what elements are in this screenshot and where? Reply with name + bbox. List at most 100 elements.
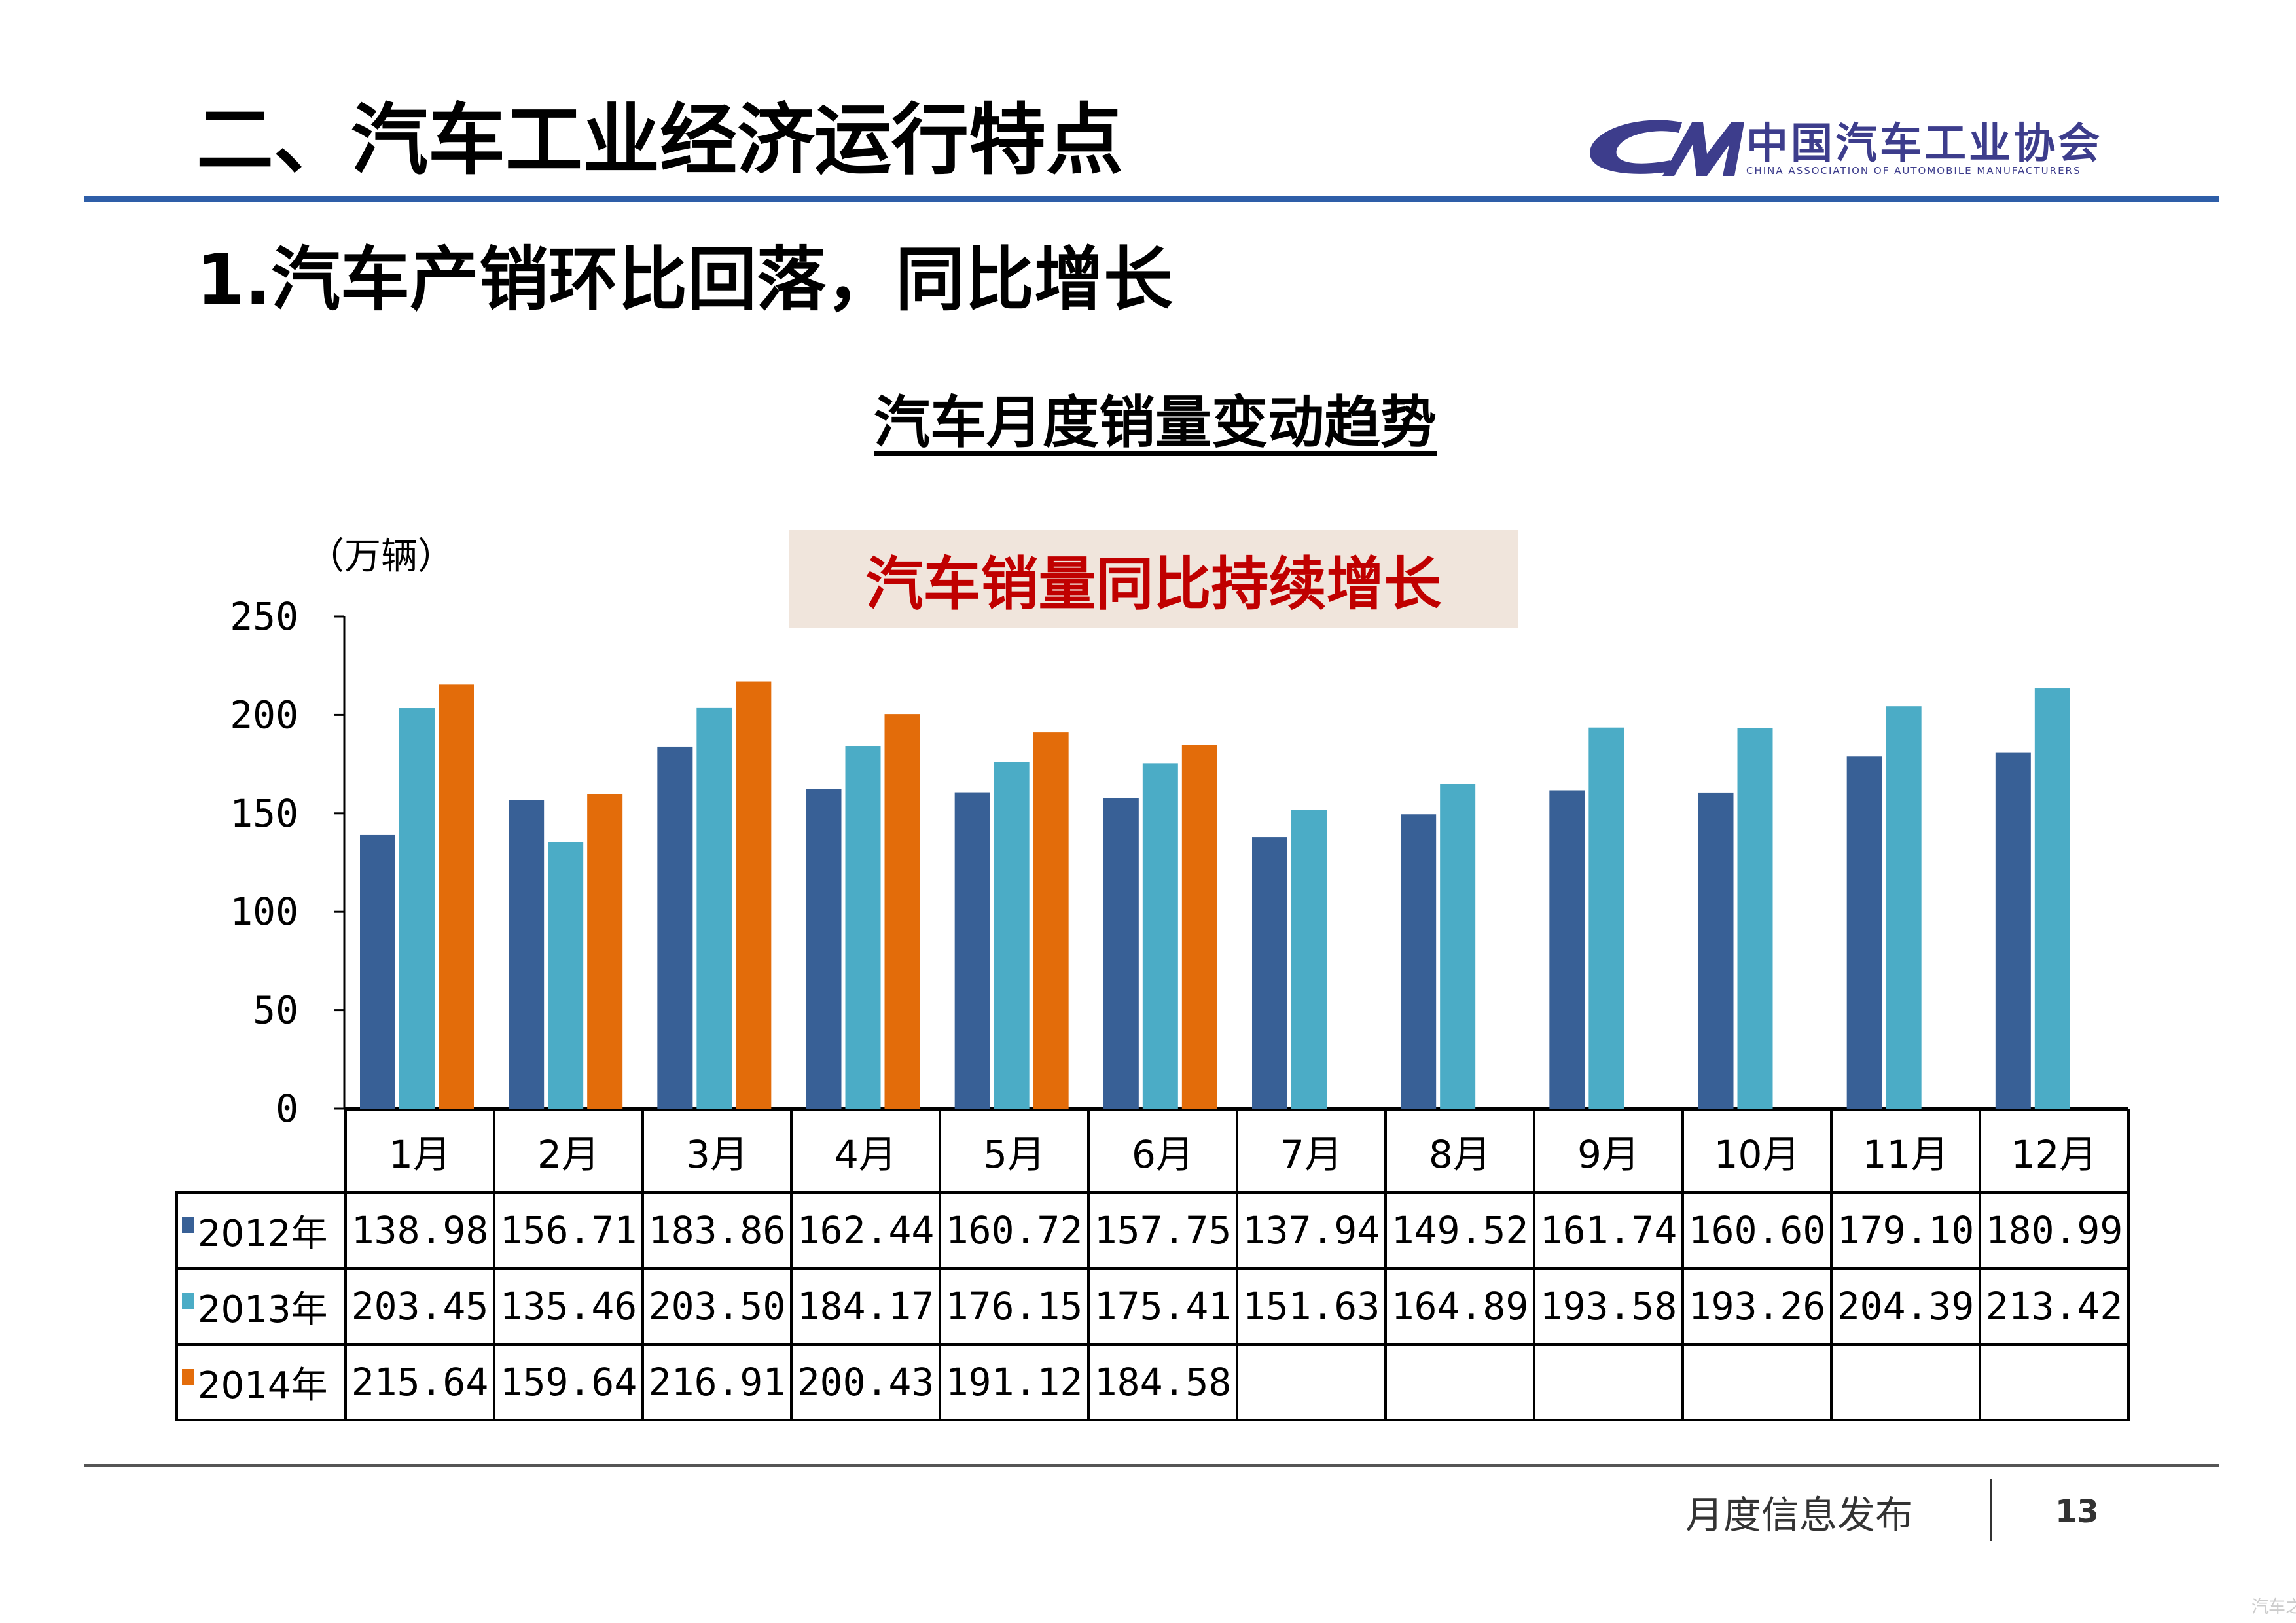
data-label: 216.91 <box>641 1343 793 1421</box>
bar-2012年-12月 <box>1995 752 2031 1109</box>
data-label: 137.94 <box>1236 1191 1387 1270</box>
bar-2012年-5月 <box>954 792 990 1109</box>
bar-2012年-3月 <box>657 746 693 1109</box>
data-label: 135.46 <box>493 1267 644 1346</box>
data-label: 159.64 <box>493 1343 644 1421</box>
legend-swatch <box>182 1368 194 1385</box>
data-label: 160.72 <box>939 1191 1090 1270</box>
watermark: 汽车之家 <box>2251 1597 2296 1617</box>
bar-2012年-1月 <box>360 834 395 1109</box>
legend-entry: 2012年 <box>175 1191 347 1270</box>
y-tick-label: 150 <box>230 791 298 836</box>
bar-2013年-3月 <box>696 707 732 1109</box>
data-label: 184.58 <box>1087 1343 1238 1421</box>
bar-2013年-10月 <box>1737 728 1773 1109</box>
data-label <box>1236 1343 1387 1421</box>
series-name: 2014年 <box>198 1364 328 1407</box>
table-row: 2014年 215.64 159.64 216.91 200.43 191.12 184.5… <box>175 1343 2130 1421</box>
page-number: 13 <box>2055 1493 2099 1530</box>
data-label: 213.42 <box>1979 1267 2130 1346</box>
data-label: 203.50 <box>641 1267 793 1346</box>
x-tick-label: 11月 <box>1830 1109 1981 1194</box>
logo-text-en: CHINA ASSOCIATION OF AUTOMOBILE MANUFACT… <box>1746 165 2081 177</box>
bar-2013年-1月 <box>399 708 435 1109</box>
bar-2013年-8月 <box>1440 784 1476 1109</box>
page-subtitle: 1.汽车产销环比回落，同比增长 <box>196 240 1174 320</box>
data-label: 160.60 <box>1681 1191 1833 1270</box>
bar-2012年-10月 <box>1698 792 1734 1109</box>
bar-2013年-12月 <box>2034 688 2070 1109</box>
bar-2013年-5月 <box>994 762 1030 1109</box>
y-tick-label: 200 <box>230 692 298 737</box>
bar-2012年-7月 <box>1252 837 1287 1109</box>
bar-2013年-4月 <box>845 746 881 1109</box>
series-name: 2013年 <box>198 1288 328 1331</box>
data-label: 183.86 <box>641 1191 793 1270</box>
x-tick-label: 1月 <box>344 1109 495 1194</box>
x-tick-label: 12月 <box>1979 1109 2130 1194</box>
bar-2014年-4月 <box>884 714 920 1109</box>
y-axis-unit-label: （万辆） <box>308 535 454 578</box>
bar-2013年-9月 <box>1588 727 1624 1109</box>
data-table: 1月 2月 3月 4月 5月 6月 7月 8月 9月 10月 11月 12月 2012年 138.98 15… <box>175 1109 2130 1421</box>
data-label: 161.74 <box>1533 1191 1684 1270</box>
data-label <box>1979 1343 2130 1421</box>
section-title: 二、汽车工业经济运行特点 <box>196 95 1124 185</box>
title-rule <box>84 196 2219 202</box>
data-label: 162.44 <box>790 1191 941 1270</box>
data-label: 138.98 <box>344 1191 495 1270</box>
data-label: 180.99 <box>1979 1191 2130 1270</box>
x-tick-label: 5月 <box>939 1109 1090 1194</box>
data-label: 157.75 <box>1087 1191 1238 1270</box>
series-name: 2012年 <box>198 1212 328 1255</box>
data-label: 193.58 <box>1533 1267 1684 1346</box>
data-label: 200.43 <box>790 1343 941 1421</box>
bar-2013年-7月 <box>1291 810 1327 1109</box>
footer-text: 月度信息发布 <box>1685 1493 1914 1537</box>
x-tick-label: 3月 <box>641 1109 793 1194</box>
x-tick-label: 6月 <box>1087 1109 1238 1194</box>
bar-2013年-6月 <box>1142 763 1178 1109</box>
legend-entry: 2013年 <box>175 1267 347 1346</box>
y-tick-label: 50 <box>253 988 298 1033</box>
bar-2014年-6月 <box>1181 745 1217 1109</box>
bar-2014年-3月 <box>736 681 772 1109</box>
bar-2014年-5月 <box>1033 732 1069 1109</box>
x-tick-label: 8月 <box>1384 1109 1535 1194</box>
x-tick-label: 10月 <box>1681 1109 1833 1194</box>
table-corner <box>177 1110 347 1194</box>
data-label <box>1384 1343 1535 1421</box>
footer-separator <box>1990 1479 1992 1541</box>
logo-text-cn: 中国汽车工业协会 <box>1746 120 2102 168</box>
y-tick-label: 100 <box>230 889 298 934</box>
data-label <box>1533 1343 1684 1421</box>
data-label <box>1681 1343 1833 1421</box>
table-row: 2012年 138.98 156.71 183.86 162.44 160.72 157.7… <box>175 1191 2130 1270</box>
data-label: 175.41 <box>1087 1267 1238 1346</box>
footer-rule <box>84 1464 2219 1467</box>
chart-title: 汽车月度销量变动趋势 <box>874 390 1437 455</box>
x-tick-label: 9月 <box>1533 1109 1684 1194</box>
data-label: 179.10 <box>1830 1191 1981 1270</box>
data-label: 149.52 <box>1384 1191 1535 1270</box>
data-label: 204.39 <box>1830 1267 1981 1346</box>
data-label: 176.15 <box>939 1267 1090 1346</box>
bar-2014年-2月 <box>587 794 623 1109</box>
bar-2012年-11月 <box>1846 756 1882 1109</box>
bar-2014年-1月 <box>439 684 474 1109</box>
bar-2012年-9月 <box>1549 790 1585 1109</box>
data-label: 203.45 <box>344 1267 495 1346</box>
legend-swatch <box>182 1217 194 1233</box>
bar-2012年-6月 <box>1103 798 1139 1109</box>
x-tick-label: 2月 <box>493 1109 644 1194</box>
data-label: 151.63 <box>1236 1267 1387 1346</box>
data-label <box>1830 1343 1981 1421</box>
bar-2013年-2月 <box>548 842 584 1109</box>
bar-2013年-11月 <box>1886 706 1922 1109</box>
data-label: 193.26 <box>1681 1267 1833 1346</box>
caam-logo-icon <box>1590 120 1744 176</box>
x-tick-label: 7月 <box>1236 1109 1387 1194</box>
legend-entry: 2014年 <box>175 1343 347 1421</box>
bar-2012年-8月 <box>1401 814 1437 1109</box>
table-row: 2013年 203.45 135.46 203.50 184.17 176.15 175.4… <box>175 1267 2130 1346</box>
